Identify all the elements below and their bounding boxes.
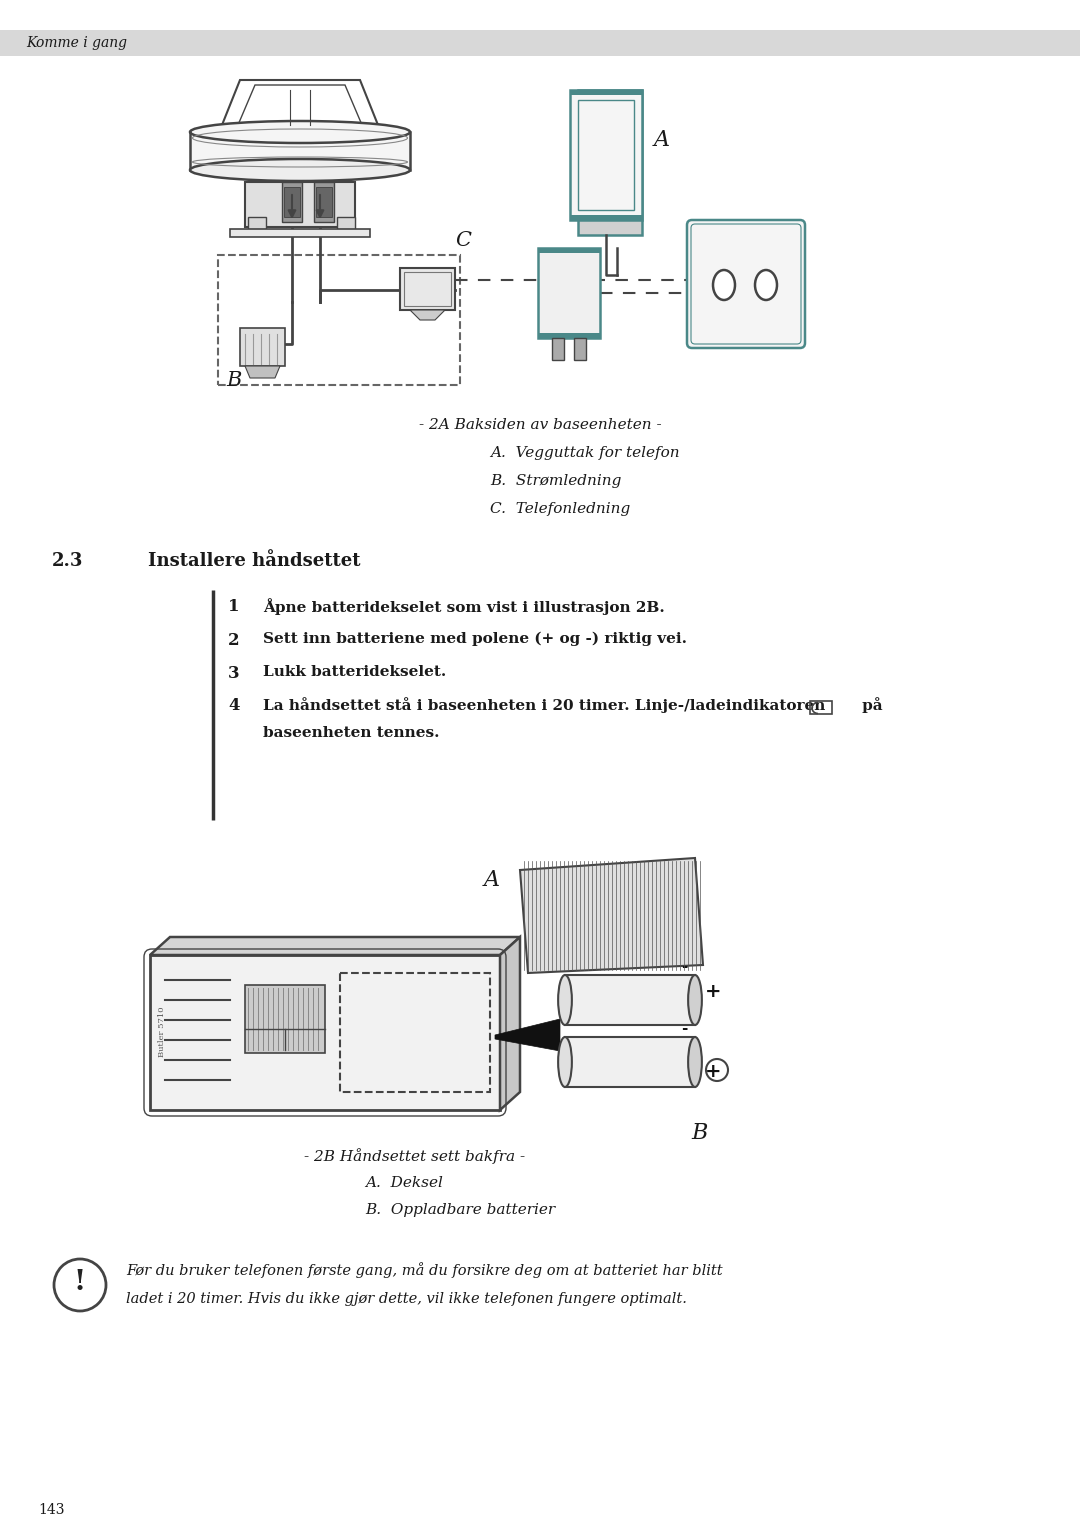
Ellipse shape: [688, 975, 702, 1025]
Bar: [245, 182, 355, 228]
Bar: [538, 248, 600, 254]
Bar: [316, 186, 332, 217]
Bar: [218, 255, 460, 385]
Text: Butler 5710: Butler 5710: [158, 1007, 166, 1057]
Bar: [552, 338, 564, 361]
Text: A: A: [484, 869, 500, 891]
Bar: [282, 182, 302, 222]
Ellipse shape: [190, 159, 410, 180]
Text: - 2B Håndsettet sett bakfra -: - 2B Håndsettet sett bakfra -: [305, 1148, 526, 1164]
Text: 1: 1: [228, 597, 240, 614]
Ellipse shape: [755, 270, 777, 299]
Ellipse shape: [713, 270, 735, 299]
Bar: [400, 267, 455, 310]
Text: A.  Vegguttak for telefon: A. Vegguttak for telefon: [490, 446, 679, 460]
Text: +: +: [705, 1063, 721, 1080]
Bar: [565, 1038, 696, 1086]
Text: 143: 143: [38, 1504, 65, 1517]
Polygon shape: [519, 859, 703, 973]
Text: Åpne batteridekselet som vist i illustrasjon 2B.: Åpne batteridekselet som vist i illustra…: [264, 597, 665, 614]
Bar: [337, 217, 355, 232]
Text: 3: 3: [228, 665, 240, 681]
Polygon shape: [410, 310, 445, 319]
Bar: [578, 90, 642, 235]
Polygon shape: [150, 955, 500, 1109]
Bar: [0, 31, 1080, 57]
Bar: [538, 333, 600, 338]
Bar: [284, 186, 300, 217]
Text: B.  Strømledning: B. Strømledning: [490, 474, 621, 487]
Bar: [404, 272, 451, 306]
Text: C: C: [455, 231, 471, 249]
Text: 2: 2: [228, 633, 240, 649]
Bar: [314, 182, 334, 222]
Bar: [570, 215, 642, 220]
Text: +: +: [705, 983, 721, 1001]
Bar: [565, 975, 696, 1025]
Text: A: A: [654, 128, 670, 151]
Bar: [570, 90, 642, 95]
Bar: [578, 99, 634, 209]
Bar: [810, 701, 832, 714]
Polygon shape: [500, 937, 519, 1109]
Text: A.  Deksel: A. Deksel: [365, 1177, 443, 1190]
Bar: [248, 217, 266, 232]
Polygon shape: [245, 367, 280, 377]
Polygon shape: [150, 937, 519, 955]
Text: !: !: [73, 1270, 86, 1296]
Text: -: -: [680, 960, 687, 973]
Text: 4: 4: [228, 697, 240, 714]
Text: C.  Telefonledning: C. Telefonledning: [490, 503, 631, 516]
Text: -: -: [680, 1022, 687, 1036]
Text: Sett inn batteriene med polene (+ og -) riktig vei.: Sett inn batteriene med polene (+ og -) …: [264, 633, 687, 646]
Text: B: B: [226, 371, 241, 390]
Text: Komme i gang: Komme i gang: [26, 37, 127, 50]
Ellipse shape: [558, 1038, 572, 1086]
Text: La håndsettet stå i baseenheten i 20 timer. Linje-/ladeindikatoren       på: La håndsettet stå i baseenheten i 20 tim…: [264, 697, 882, 714]
Text: 2.3: 2.3: [52, 552, 83, 570]
Ellipse shape: [688, 1038, 702, 1086]
Text: ladet i 20 timer. Hvis du ikke gjør dette, vil ikke telefonen fungere optimalt.: ladet i 20 timer. Hvis du ikke gjør dett…: [126, 1293, 687, 1306]
Text: Installere håndsettet: Installere håndsettet: [148, 552, 361, 570]
Bar: [570, 90, 642, 220]
Bar: [538, 248, 600, 338]
Bar: [190, 131, 410, 170]
Text: - 2A Baksiden av baseenheten -: - 2A Baksiden av baseenheten -: [419, 419, 661, 432]
Text: baseenheten tennes.: baseenheten tennes.: [264, 726, 440, 740]
Bar: [245, 986, 325, 1053]
Text: Før du bruker telefonen første gang, må du forsikre deg om at batteriet har blit: Før du bruker telefonen første gang, må …: [126, 1262, 723, 1277]
Text: Lukk batteridekselet.: Lukk batteridekselet.: [264, 665, 446, 678]
Ellipse shape: [558, 975, 572, 1025]
Bar: [240, 329, 285, 367]
Text: B.  Oppladbare batterier: B. Oppladbare batterier: [365, 1203, 555, 1216]
Bar: [230, 229, 370, 237]
Bar: [573, 338, 586, 361]
Text: B: B: [692, 1122, 708, 1144]
Polygon shape: [495, 1019, 561, 1051]
Ellipse shape: [190, 121, 410, 144]
FancyBboxPatch shape: [687, 220, 805, 348]
